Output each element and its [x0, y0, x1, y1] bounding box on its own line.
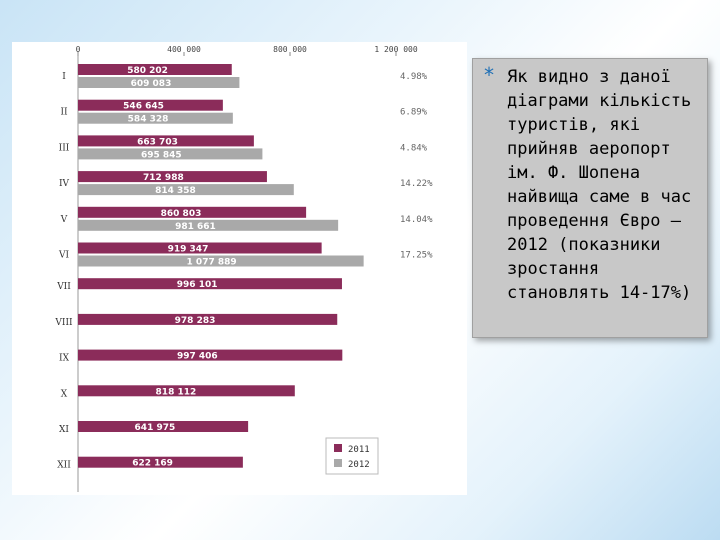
- category-label: X: [61, 389, 68, 399]
- bar-2011-value-label: 919 347: [168, 245, 209, 255]
- x-tick-label: 400 000: [167, 45, 201, 54]
- category-label: II: [60, 108, 68, 118]
- bar-2012: [78, 184, 294, 196]
- category-label: VIII: [54, 318, 73, 328]
- bar-2012-value-label: 981 661: [175, 222, 216, 232]
- bar-2012: [78, 148, 263, 160]
- bar-2011-value-label: 996 101: [177, 280, 218, 290]
- category-label: III: [59, 143, 70, 153]
- bar-2011-value-label: 580 202: [127, 66, 168, 76]
- growth-percent-label: 14.22%: [400, 179, 433, 189]
- bar-2011: [78, 171, 267, 183]
- bar-2011: [78, 278, 342, 290]
- category-label: VII: [56, 282, 71, 292]
- category-label: IV: [59, 179, 70, 189]
- bar-2011-value-label: 641 975: [135, 423, 176, 433]
- legend-swatch-2011: [334, 444, 342, 452]
- bar-2012-value-label: 584 328: [128, 115, 169, 125]
- growth-percent-label: 4.84%: [400, 143, 428, 153]
- bar-chart: 0 400 000 800 000 1 200 000 I 580 202 609 083 4…: [54, 45, 433, 492]
- bar-2012: [78, 219, 339, 231]
- category-label: I: [62, 72, 66, 82]
- bar-2011-value-label: 712 988: [143, 173, 184, 183]
- bar-2011: [78, 421, 249, 432]
- bar-2011-value-label: 978 283: [175, 316, 216, 326]
- x-tick-label: 800 000: [273, 45, 307, 54]
- bar-2012-value-label: 609 083: [131, 79, 172, 89]
- bar-2011: [78, 385, 295, 397]
- commentary-box: * Як видно з даної діаграми кількість ту…: [472, 58, 708, 338]
- growth-percent-label: 17.25%: [400, 251, 433, 261]
- x-tick-label: 1 200 000: [374, 45, 418, 54]
- bar-2011: [78, 64, 232, 75]
- commentary-text: Як видно з даної діаграми кількість тури…: [507, 67, 692, 303]
- bar-2011: [78, 206, 307, 218]
- category-label: XII: [57, 461, 71, 471]
- category-label: XI: [59, 425, 69, 435]
- growth-percent-label: 14.04%: [400, 215, 433, 225]
- bar-2012: [78, 255, 364, 267]
- category-label: V: [60, 215, 68, 225]
- growth-percent-label: 4.98%: [400, 72, 428, 82]
- chart-panel: 0 400 000 800 000 1 200 000 I 580 202 609 083 4…: [12, 42, 467, 495]
- category-label: IX: [59, 354, 70, 364]
- bar-2011: [78, 99, 223, 111]
- legend-label-2011: 2011: [348, 445, 370, 455]
- legend-label-2012: 2012: [348, 460, 370, 470]
- category-label: VI: [58, 251, 69, 261]
- bar-2011-value-label: 997 406: [177, 352, 218, 362]
- bar-2012-value-label: 814 358: [155, 186, 196, 196]
- bar-2011: [78, 349, 343, 361]
- bar-2011-value-label: 860 803: [161, 209, 202, 219]
- legend-swatch-2012: [334, 459, 342, 467]
- bar-2011: [78, 456, 243, 468]
- bullet-marker: *: [483, 63, 496, 87]
- bar-2011-value-label: 546 645: [123, 102, 164, 112]
- bar-2011-value-label: 622 169: [132, 459, 173, 469]
- bar-2012-value-label: 1 077 889: [187, 258, 237, 268]
- bar-2011: [78, 313, 338, 325]
- bar-2012: [78, 77, 240, 88]
- bar-2011: [78, 242, 322, 254]
- bar-2011: [78, 135, 254, 147]
- bar-2012: [78, 112, 233, 124]
- x-tick-label: 0: [76, 45, 81, 54]
- growth-percent-label: 6.89%: [400, 108, 428, 118]
- bar-2011-value-label: 818 112: [156, 387, 197, 397]
- bar-2012-value-label: 695 845: [141, 150, 182, 160]
- bar-2011-value-label: 663 703: [137, 137, 178, 147]
